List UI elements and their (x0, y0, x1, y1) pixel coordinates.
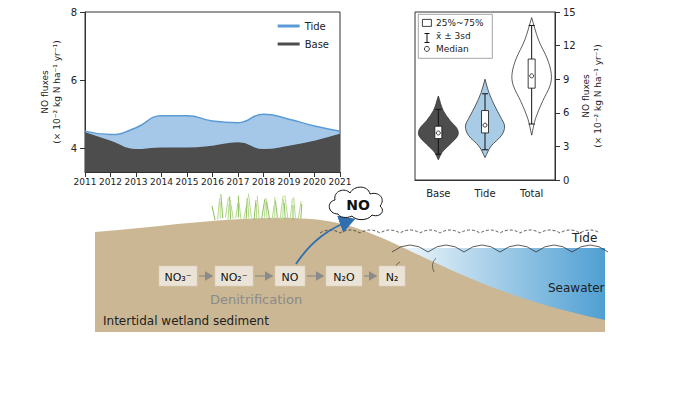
svg-text:Intertidal wetland sediment: Intertidal wetland sediment (103, 314, 269, 328)
svg-text:NO₂⁻: NO₂⁻ (220, 271, 247, 284)
svg-text:(× 10⁻² kg N ha⁻¹ yr⁻¹): (× 10⁻² kg N ha⁻¹ yr⁻¹) (52, 40, 62, 143)
svg-text:3: 3 (563, 141, 569, 152)
svg-text:2018: 2018 (252, 177, 275, 187)
svg-text:2019: 2019 (278, 177, 301, 187)
svg-text:Seawater: Seawater (548, 281, 605, 295)
svg-text:2011: 2011 (74, 177, 97, 187)
svg-text:Base: Base (426, 188, 450, 199)
svg-text:2020: 2020 (303, 177, 326, 187)
svg-text:Tide: Tide (571, 231, 597, 245)
svg-text:NO fluxes: NO fluxes (40, 70, 50, 114)
svg-text:Tide: Tide (473, 188, 495, 199)
svg-text:Median: Median (436, 44, 469, 54)
svg-text:6: 6 (563, 107, 569, 118)
svg-text:2012: 2012 (99, 177, 122, 187)
svg-text:2014: 2014 (150, 177, 173, 187)
svg-text:15: 15 (563, 7, 576, 18)
svg-text:12: 12 (563, 40, 576, 51)
svg-text:Total: Total (519, 188, 543, 199)
svg-text:0: 0 (563, 175, 569, 186)
svg-text:Base: Base (305, 39, 329, 50)
svg-text:6: 6 (71, 75, 77, 86)
svg-text:(× 10⁻² kg N ha⁻¹ yr⁻¹): (× 10⁻² kg N ha⁻¹ yr⁻¹) (593, 44, 603, 147)
svg-text:9: 9 (563, 74, 569, 85)
svg-text:Tide: Tide (304, 21, 326, 32)
svg-text:NO₃⁻: NO₃⁻ (164, 271, 191, 284)
svg-text:2015: 2015 (176, 177, 199, 187)
svg-text:NO: NO (346, 197, 370, 213)
svg-text:2013: 2013 (125, 177, 148, 187)
svg-text:NO: NO (282, 271, 299, 284)
svg-text:2016: 2016 (201, 177, 224, 187)
svg-text:2021: 2021 (329, 177, 352, 187)
svg-text:x̄ ± 3sd: x̄ ± 3sd (436, 31, 471, 41)
svg-text:N₂: N₂ (386, 271, 399, 284)
svg-text:25%~75%: 25%~75% (436, 18, 484, 28)
svg-text:4: 4 (71, 143, 77, 154)
svg-text:2017: 2017 (227, 177, 250, 187)
svg-text:N₂O: N₂O (333, 271, 355, 284)
svg-text:8: 8 (71, 7, 77, 18)
svg-text:Denitrification: Denitrification (210, 292, 302, 307)
svg-text:NO fluxes: NO fluxes (581, 74, 591, 118)
